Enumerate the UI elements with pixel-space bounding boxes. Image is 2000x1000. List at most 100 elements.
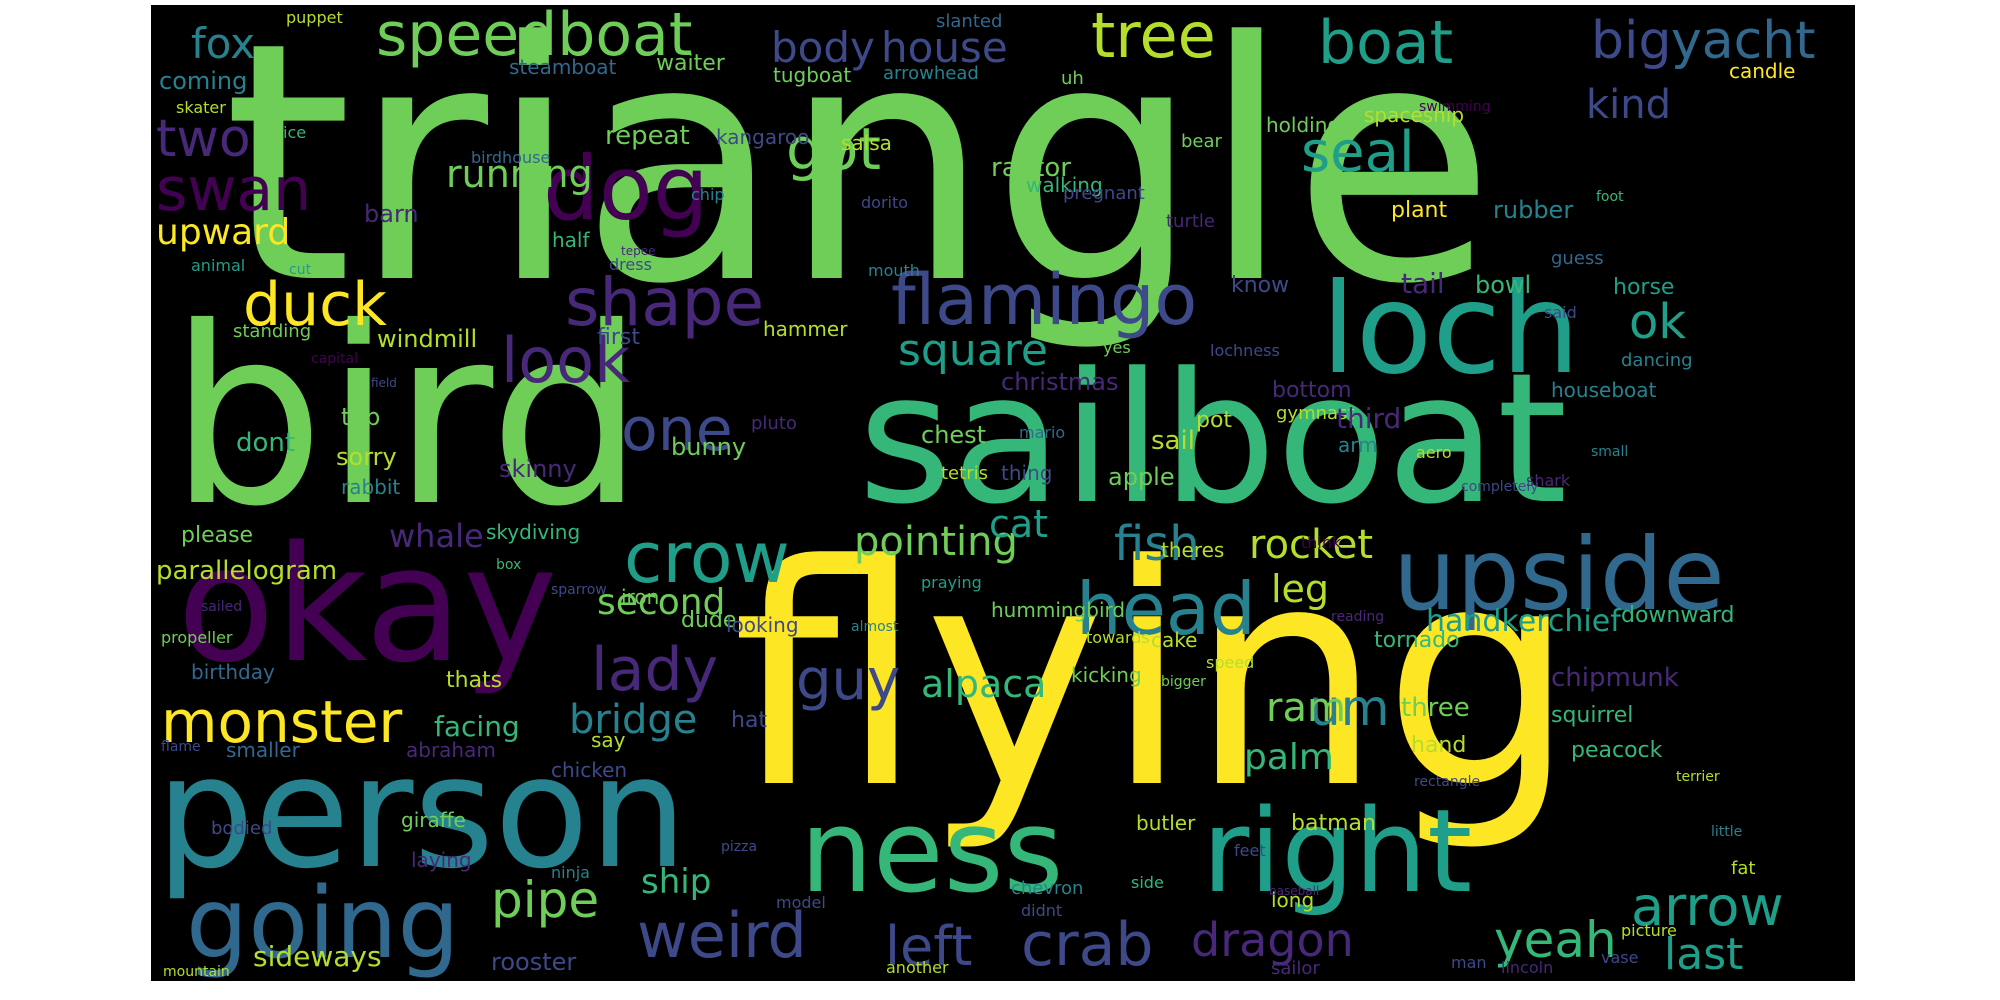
word: flying xyxy=(732,500,1577,855)
word: butler xyxy=(1136,811,1196,835)
word: weird xyxy=(637,899,807,972)
word: dont xyxy=(236,428,296,458)
word: smaller xyxy=(226,738,300,762)
word: rooster xyxy=(491,948,577,976)
word: rubber xyxy=(1493,196,1574,224)
word: arrow xyxy=(1631,875,1784,938)
word: didnt xyxy=(1021,901,1063,920)
word: pizza xyxy=(721,839,758,855)
word: standing xyxy=(233,321,312,342)
word: picture xyxy=(1621,921,1677,940)
word: kicking xyxy=(1071,663,1142,687)
word: square xyxy=(898,325,1048,376)
word: um xyxy=(1309,679,1390,737)
word: tugboat xyxy=(773,63,852,87)
word: ok xyxy=(1629,294,1687,350)
word: side xyxy=(1131,873,1164,892)
word: candle xyxy=(1729,59,1796,83)
word: flamingo xyxy=(891,259,1198,341)
word: christmas xyxy=(1001,368,1119,396)
word: ice xyxy=(283,123,307,142)
word: terrier xyxy=(1676,769,1720,785)
word: dancing xyxy=(1621,350,1693,371)
word: downward xyxy=(1621,603,1735,628)
word: rectangle xyxy=(1414,774,1481,790)
word: dragon xyxy=(1191,913,1354,967)
word: tail xyxy=(1401,267,1445,300)
word: triangle xyxy=(223,5,1496,356)
word: mountain xyxy=(163,964,230,980)
word: speed xyxy=(1206,653,1255,672)
word: skater xyxy=(176,98,226,117)
word: ram xyxy=(1266,685,1346,731)
word: bird xyxy=(169,275,645,560)
word: hammer xyxy=(763,317,848,341)
word: head xyxy=(1076,567,1256,651)
word: kangaroo xyxy=(716,125,810,149)
word: dress xyxy=(609,255,652,274)
word: fox xyxy=(191,19,256,68)
word: going xyxy=(186,867,460,981)
word: long xyxy=(1271,888,1315,912)
word: horse xyxy=(1613,275,1675,300)
word: reading xyxy=(1331,609,1385,625)
word: barn xyxy=(364,200,419,228)
word: upside xyxy=(1393,516,1725,633)
word: sideways xyxy=(253,940,382,973)
word: small xyxy=(1591,444,1629,460)
word: tornado xyxy=(1374,628,1460,653)
word: lady xyxy=(591,635,719,705)
word: upward xyxy=(156,212,291,253)
word: field xyxy=(371,376,397,390)
word: tree xyxy=(1091,5,1216,72)
word: running xyxy=(446,152,593,196)
word: mario xyxy=(1019,423,1066,442)
word: chicken xyxy=(551,758,628,782)
word: duck xyxy=(243,270,387,340)
word: animal xyxy=(191,256,246,275)
word: palm xyxy=(1244,737,1334,778)
word: fish xyxy=(1114,516,1200,572)
word: yacht xyxy=(1671,11,1816,71)
word: gymnast xyxy=(1276,403,1355,424)
word: houseboat xyxy=(1551,378,1657,402)
word: leg xyxy=(1271,567,1330,611)
word: sparrow xyxy=(551,582,607,598)
word: hat xyxy=(731,708,768,733)
word: monster xyxy=(161,688,403,756)
word: guess xyxy=(1551,248,1604,269)
word: look xyxy=(501,324,630,397)
word: hand xyxy=(1411,733,1467,758)
word: mouth xyxy=(868,261,920,280)
word: birthday xyxy=(191,660,275,684)
word: big xyxy=(1591,11,1672,71)
word: handkerchief xyxy=(1426,604,1621,639)
word: bear xyxy=(1181,131,1222,152)
word: tepee xyxy=(621,244,656,258)
word: loch xyxy=(1321,257,1581,402)
word: cat xyxy=(989,502,1049,546)
word: seal xyxy=(1301,120,1415,185)
word: chevron xyxy=(1011,878,1084,899)
word: boat xyxy=(1318,8,1454,78)
word: yes xyxy=(1103,338,1131,357)
word: pluto xyxy=(751,413,797,434)
word: turtle xyxy=(1166,211,1215,232)
word: spaceship xyxy=(1364,103,1465,127)
word: say xyxy=(591,728,626,752)
word: bodied xyxy=(211,818,273,839)
word: windmill xyxy=(377,325,478,353)
word: sorry xyxy=(336,443,397,471)
word: apple xyxy=(1108,463,1175,491)
word: peacock xyxy=(1571,738,1663,763)
word: rocket xyxy=(1249,522,1374,568)
word: tetris xyxy=(941,463,988,484)
word: body xyxy=(771,23,875,72)
word: parallelogram xyxy=(156,556,338,586)
word: got xyxy=(786,115,882,183)
word: plant xyxy=(1391,198,1448,223)
word: facing xyxy=(434,710,520,743)
word: hummingbird xyxy=(991,598,1126,622)
word: pipe xyxy=(491,871,600,929)
word: bigger xyxy=(1161,674,1206,690)
